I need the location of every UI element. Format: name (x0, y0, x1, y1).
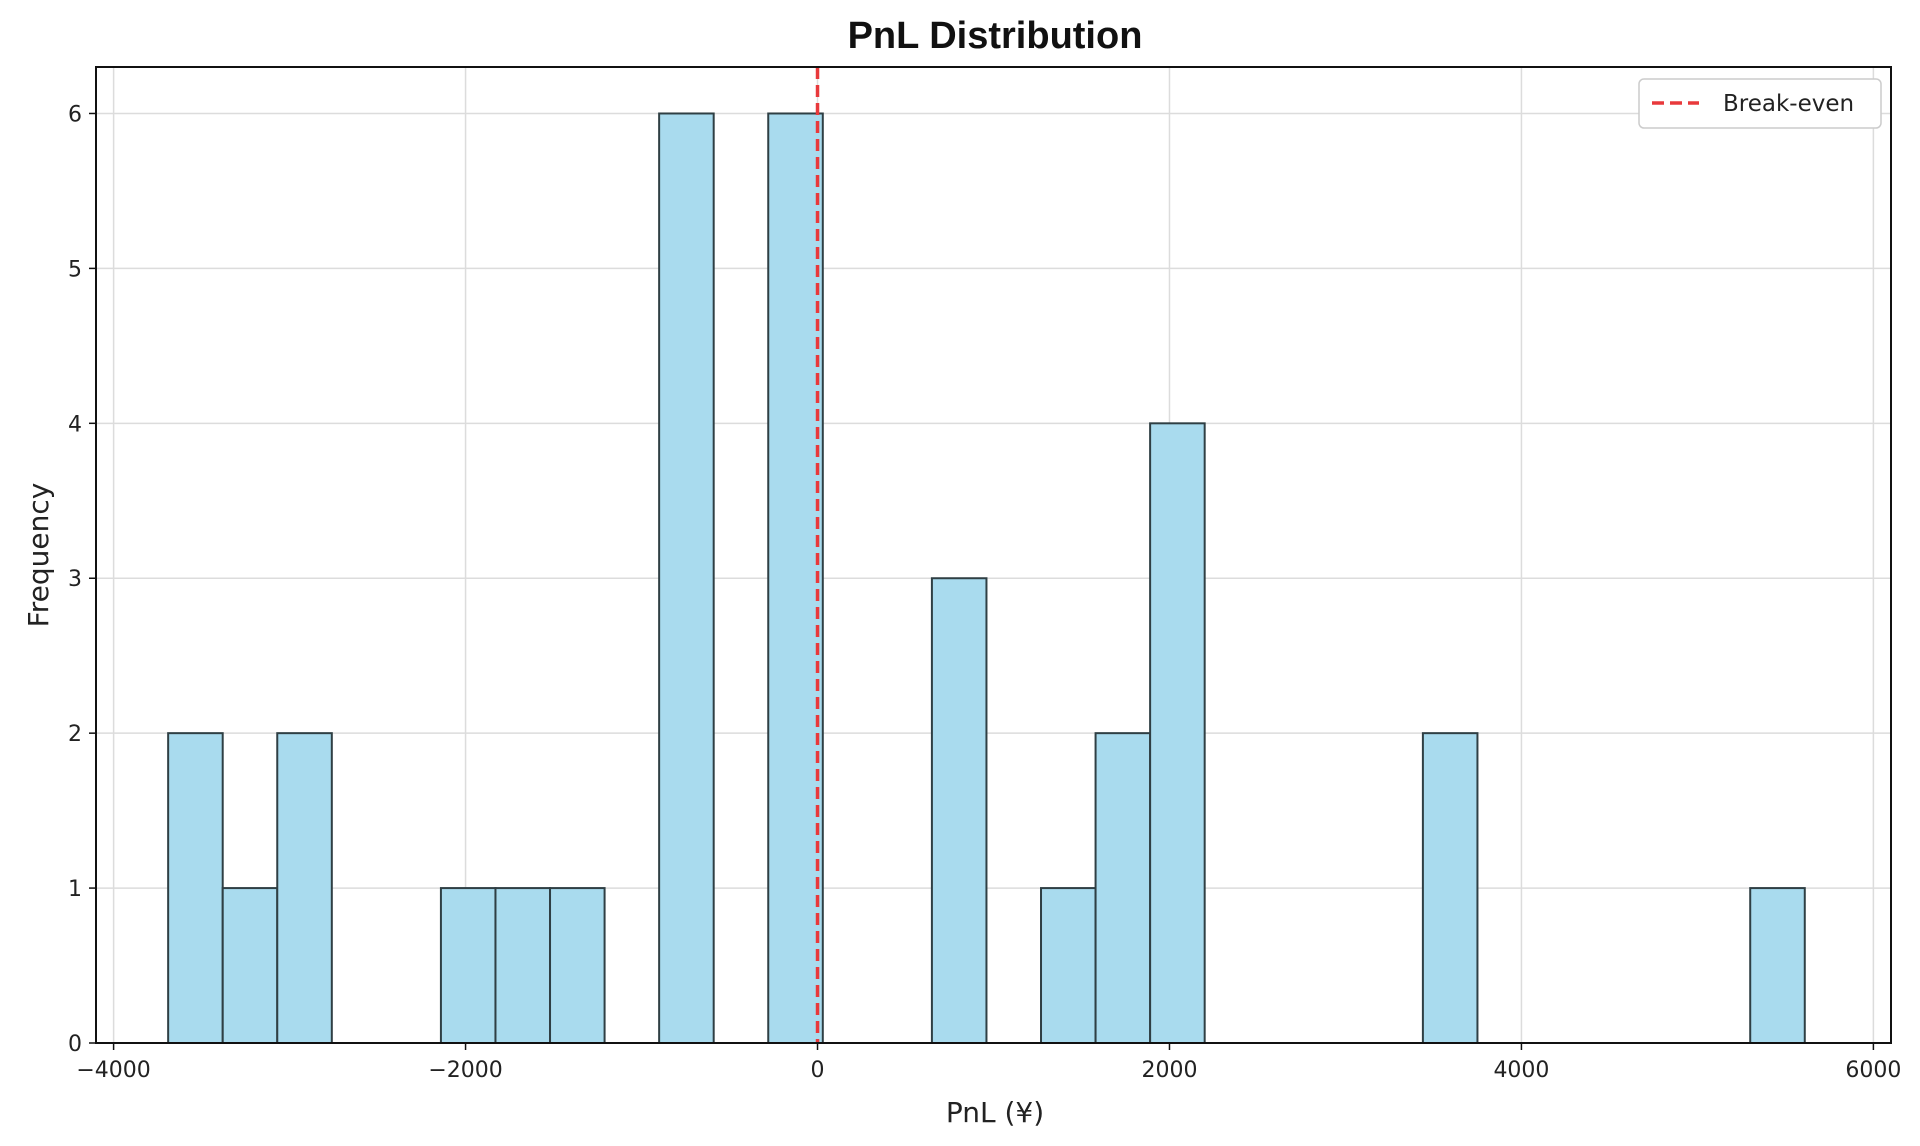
y-tick-label-2: 2 (68, 722, 82, 747)
histogram-bar-0 (167, 732, 224, 1045)
legend-entry-break-even: Break-even (1723, 91, 1854, 117)
y-tick-label-5: 5 (68, 257, 82, 282)
x-tick-label-3: 2000 (1141, 1058, 1197, 1083)
histogram-bar-12 (1421, 732, 1479, 1045)
histogram-bars (167, 112, 1806, 1045)
histogram-bar-7 (767, 112, 824, 1044)
x-tick-label-2: 0 (811, 1058, 825, 1083)
histogram-bar-1 (221, 887, 279, 1044)
y-tick-label-4: 4 (68, 412, 82, 437)
y-tick-label-0: 0 (68, 1032, 82, 1057)
grid-lines (96, 67, 1891, 1044)
histogram-bar-11 (1149, 422, 1206, 1045)
histogram-bar-6 (658, 112, 715, 1044)
chart-title: PnL Distribution (848, 15, 1143, 57)
histogram-bar-10 (1094, 732, 1152, 1045)
y-tick-label-3: 3 (68, 567, 82, 592)
legend: Break-even (1638, 78, 1882, 129)
y-axis-label: Frequency (22, 483, 55, 628)
histogram-bar-3 (439, 887, 497, 1044)
y-axis-ticks: 0 1 2 3 4 5 6 (68, 102, 96, 1057)
x-axis-ticks: −4000 −2000 0 2000 4000 6000 (76, 1043, 1901, 1083)
histogram-bar-9 (1040, 887, 1097, 1044)
histogram-bar-13 (1749, 887, 1806, 1044)
histogram-bar-4 (494, 887, 552, 1044)
histogram-bar-5 (549, 887, 606, 1044)
x-tick-label-5: 6000 (1845, 1058, 1901, 1083)
plot-frame (95, 66, 1892, 1044)
y-tick-label-1: 1 (68, 877, 82, 902)
legend-box (1638, 78, 1882, 129)
x-axis-label: PnL (¥) (946, 1096, 1044, 1129)
x-tick-label-0: −4000 (76, 1058, 150, 1083)
y-tick-label-6: 6 (68, 102, 82, 127)
histogram-bar-2 (276, 732, 333, 1045)
x-tick-label-1: −2000 (428, 1058, 502, 1083)
histogram-bar-8 (930, 577, 988, 1044)
x-tick-label-4: 4000 (1493, 1058, 1549, 1083)
